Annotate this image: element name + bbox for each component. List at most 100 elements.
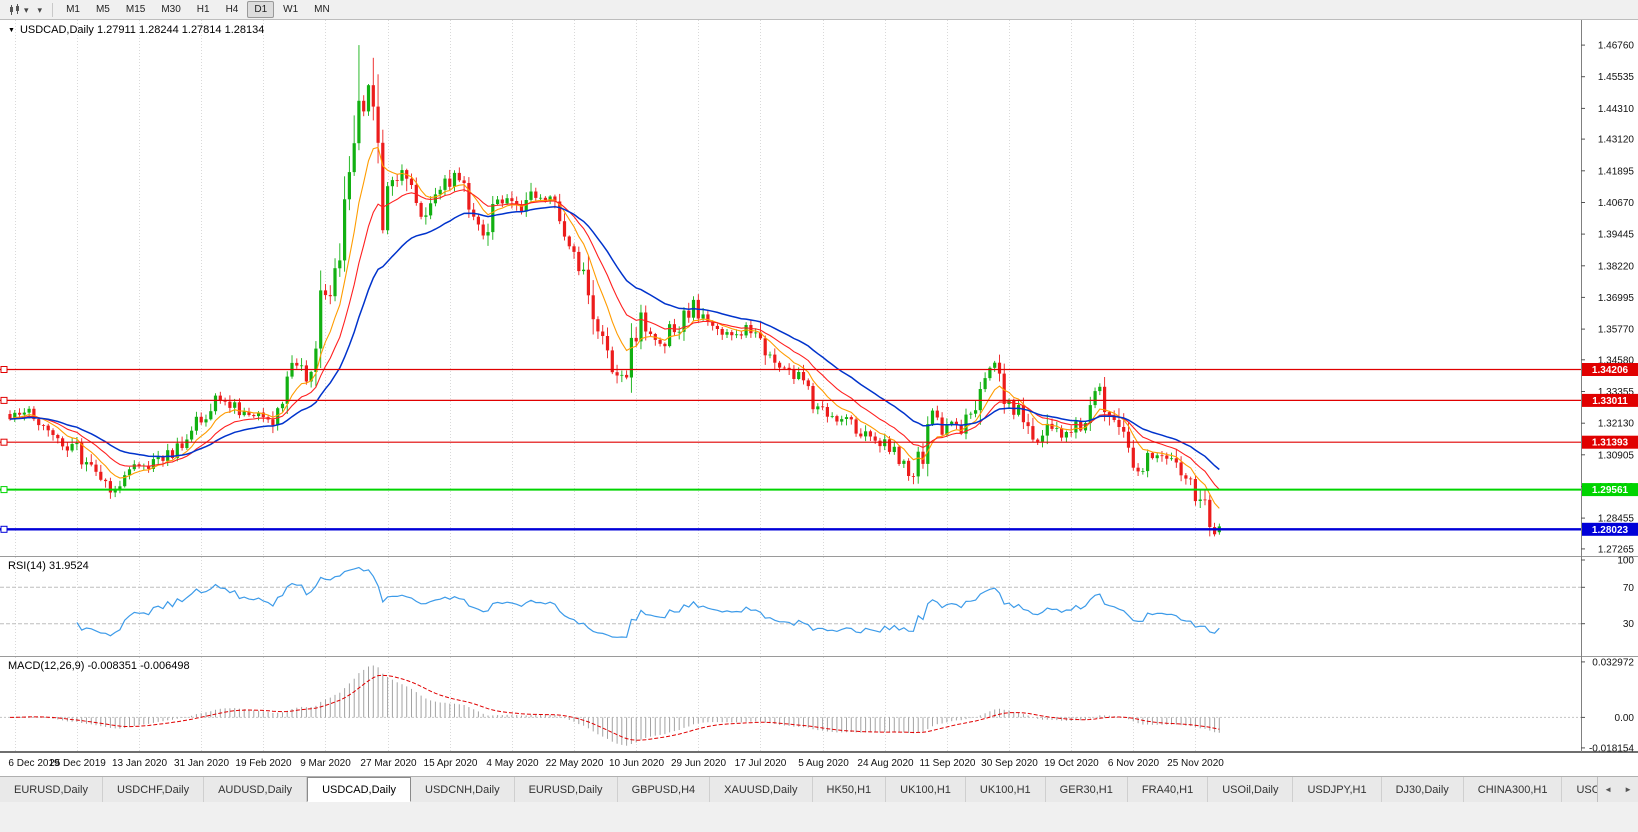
price-axis-label: 1.32130: [1598, 419, 1635, 430]
timeframe-button-m15[interactable]: M15: [125, 4, 146, 15]
macd-axis-label: 0.00: [1615, 713, 1635, 724]
timeframe-button-m30[interactable]: M30: [161, 4, 181, 15]
time-axis-label: 30 Sep 2020: [981, 758, 1038, 769]
ma-line-ema-8: [9, 146, 1220, 509]
timeframe-button-mn[interactable]: MN: [314, 4, 330, 15]
time-axis[interactable]: 6 Dec 2019 25 Dec 2019 13 Jan 2020 31 Jan 2…: [0, 752, 1638, 776]
chart-tab-usdcad-daily[interactable]: USDCAD,Daily: [307, 777, 412, 802]
price-axis-label: 1.36995: [1598, 293, 1635, 304]
time-axis-label: 5 Aug 2020: [798, 758, 849, 769]
price-tag: [1582, 363, 1638, 376]
chart-tabs: EURUSD,Daily USDCHF,Daily AUDUSD,Daily USDC…: [0, 777, 1598, 802]
price-tag: [1582, 393, 1638, 407]
chart-tab-usdjpy-h1[interactable]: USDJPY,H1: [1293, 777, 1382, 802]
rsi-axis-label: 70: [1623, 583, 1635, 594]
line-anchor-handle[interactable]: [0, 366, 8, 373]
price-axis-label: 1.41895: [1598, 166, 1635, 177]
line-anchor-handle[interactable]: [0, 438, 8, 446]
price-axis-label: 1.28455: [1598, 514, 1635, 525]
macd-pane: [0, 665, 1581, 746]
price-scale[interactable]: 1.46760 1.45535 1.44310 1.43120 1.41895 1.406…: [1581, 20, 1638, 752]
price-axis-label: 1.35770: [1598, 325, 1635, 336]
price-axis-label: 1.43120: [1598, 135, 1635, 146]
price-tag: [1582, 522, 1638, 536]
support-resistance-lines: [0, 366, 1581, 533]
timeframe-button-h4[interactable]: H4: [225, 4, 239, 15]
time-axis-label: 25 Dec 2019: [49, 758, 106, 769]
timeframe-button-d1[interactable]: D1: [247, 1, 275, 18]
tab-scroll-arrows: ◄ ►: [1597, 777, 1638, 802]
status-strip: [0, 802, 1638, 832]
time-axis-label: 25 Nov 2020: [1167, 758, 1224, 769]
chart-tab-china300-h1[interactable]: CHINA300,H1: [1463, 777, 1563, 802]
tabs-scroll-left-button[interactable]: ◄: [1604, 785, 1613, 794]
rsi-axis-label: 100: [1617, 556, 1634, 567]
price-tag: [1582, 435, 1638, 449]
chevron-down-icon: ▾: [24, 4, 29, 15]
chart-tab-xauusd-daily[interactable]: XAUUSD,Daily: [710, 777, 813, 802]
line-anchor-handle[interactable]: [0, 525, 8, 533]
price-axis-label: 1.27265: [1598, 544, 1635, 555]
chart-tab-eurusd-daily[interactable]: EURUSD,Daily: [514, 777, 618, 802]
candlestick-icon: [10, 3, 19, 15]
chart-tab-eurusd-daily[interactable]: EURUSD,Daily: [0, 777, 103, 802]
timeframe-button-m1[interactable]: M1: [66, 4, 80, 15]
time-axis-label: 10 Jun 2020: [608, 758, 665, 769]
chart-tab-usdchf-daily[interactable]: USDCHF,Daily: [102, 777, 205, 802]
chart-tab-gbpusd-h4[interactable]: GBPUSD,H4: [617, 777, 711, 802]
time-axis-label: 24 Aug 2020: [857, 758, 914, 769]
time-axis-label: 11 Sep 2020: [919, 758, 976, 769]
price-axis-label: 1.40670: [1598, 198, 1635, 209]
price-tag: [1582, 483, 1638, 497]
line-anchor-handle[interactable]: [0, 486, 8, 494]
zoom-dropdown-button[interactable]: ▾: [34, 2, 47, 18]
macd-axis-label: -0.018154: [1589, 743, 1634, 752]
price-axis-label: 1.30905: [1598, 450, 1635, 461]
price-tag-label: 1.31393: [1592, 438, 1629, 449]
line-anchor-handle[interactable]: [0, 396, 8, 404]
chart-tab-fra40-h1[interactable]: FRA40,H1: [1127, 777, 1209, 802]
chart-tab-ger30-h1[interactable]: GER30,H1: [1045, 777, 1128, 802]
candlestick-series: [8, 45, 1221, 537]
time-axis-label: 15 Apr 2020: [423, 758, 478, 769]
price-tag-label: 1.28023: [1592, 525, 1629, 536]
time-axis-label: 6 Nov 2020: [1107, 758, 1160, 769]
macd-axis-label: 0.032972: [1592, 657, 1634, 668]
chart-tab-usoil-h1[interactable]: USOil,H1: [1562, 777, 1598, 802]
time-axis-label: 19 Feb 2020: [235, 758, 292, 769]
time-axis-label: 4 May 2020: [486, 758, 539, 769]
chart-tab-usoil-daily[interactable]: USOil,Daily: [1208, 777, 1294, 802]
timeframe-button-group: M1 M5 M15 M30 H1 H4 D1 W1 MN: [59, 1, 337, 18]
chart-tab-dj30-daily[interactable]: DJ30,Daily: [1381, 777, 1464, 802]
price-axis-label: 1.38220: [1598, 261, 1635, 272]
macd-signal-line: [9, 674, 1220, 741]
price-axis-label: 1.44310: [1598, 104, 1635, 115]
time-axis-label: 6 Dec 2019: [8, 758, 60, 769]
price-tag-label: 1.29561: [1592, 485, 1629, 496]
price-tag-label: 1.34206: [1592, 365, 1629, 376]
timeframe-button-h1[interactable]: H1: [196, 4, 210, 15]
chart-tab-usdcnh-daily[interactable]: USDCNH,Daily: [411, 777, 515, 802]
timeframe-button-m5[interactable]: M5: [95, 4, 110, 15]
rsi-pane: [0, 566, 1581, 638]
time-axis-label: 13 Jan 2020: [111, 758, 168, 769]
pane-separators: [0, 556, 1638, 752]
time-axis-label: 31 Jan 2020: [173, 758, 230, 769]
price-chart-canvas[interactable]: 1.46760 1.45535 1.44310 1.43120 1.41895 1.406…: [0, 20, 1638, 752]
time-axis-label: 27 Mar 2020: [360, 758, 417, 769]
chevron-down-icon: ▾: [37, 4, 43, 15]
chart-window[interactable]: 1.46760 1.45535 1.44310 1.43120 1.41895 1.406…: [0, 20, 1638, 752]
chart-tab-uk100-h1[interactable]: UK100,H1: [886, 777, 966, 802]
ma-line-ema-30: [9, 205, 1220, 471]
toolbar-separator: [52, 2, 54, 17]
price-axis-label: 1.39445: [1598, 230, 1635, 241]
chart-background: [0, 20, 1638, 752]
rsi-axis-label: 30: [1623, 619, 1635, 630]
chart-tab-hk50-h1[interactable]: HK50,H1: [812, 777, 887, 802]
timeframe-button-w1[interactable]: W1: [283, 4, 299, 15]
chart-tab-uk100-h1[interactable]: UK100,H1: [965, 777, 1046, 802]
chart-tab-audusd-daily[interactable]: AUDUSD,Daily: [204, 777, 308, 802]
tabs-scroll-right-button[interactable]: ►: [1624, 785, 1632, 794]
chart-type-button[interactable]: ▾: [4, 2, 33, 18]
chart-tab-bar: EURUSD,Daily USDCHF,Daily AUDUSD,Daily USDC…: [0, 776, 1638, 802]
